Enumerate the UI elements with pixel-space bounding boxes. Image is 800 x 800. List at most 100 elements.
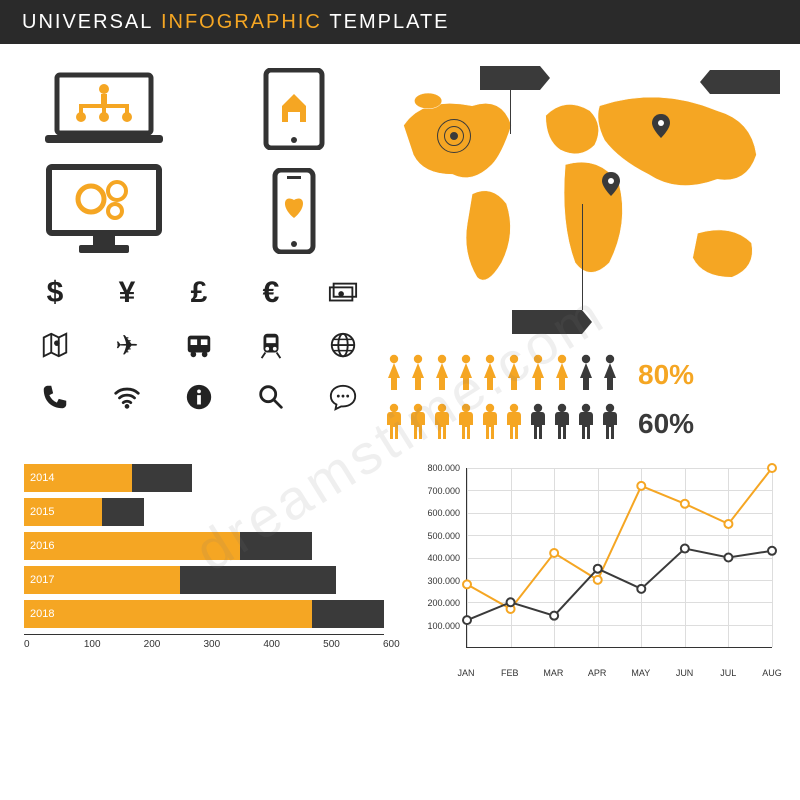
percentage-label: 60% xyxy=(638,408,694,440)
map-icon xyxy=(40,328,70,362)
data-point xyxy=(768,464,776,472)
data-point xyxy=(637,585,645,593)
y-tick-label: 500.000 xyxy=(414,531,460,541)
header-word-3: TEMPLATE xyxy=(329,11,449,34)
yen-icon: ¥ xyxy=(119,276,136,310)
x-tick-label: JUL xyxy=(720,668,736,678)
header-bar: UNIVERSAL INFOGRAPHIC TEMPLATE xyxy=(0,0,800,44)
x-tick-label: JAN xyxy=(457,668,474,678)
data-point xyxy=(507,598,515,606)
icon-grid: $ ¥ £ € ✈ xyxy=(24,276,374,414)
data-point xyxy=(724,520,732,528)
chat-icon xyxy=(328,380,358,414)
person-icon xyxy=(480,354,500,395)
x-tick-label: APR xyxy=(588,668,607,678)
plane-icon: ✈ xyxy=(115,328,138,362)
people-pictogram: 80% 60% xyxy=(384,354,776,444)
tablet-icon xyxy=(214,64,374,154)
map-flag xyxy=(710,70,780,94)
bar-segment-a xyxy=(24,600,312,628)
map-flag xyxy=(512,310,582,334)
people-row: 80% xyxy=(384,354,776,395)
data-point xyxy=(681,545,689,553)
y-tick-label: 100.000 xyxy=(414,621,460,631)
data-point xyxy=(550,549,558,557)
y-tick-label: 700.000 xyxy=(414,486,460,496)
data-point xyxy=(550,612,558,620)
person-icon xyxy=(576,403,596,444)
bar-x-axis: 0100200300400500600 xyxy=(24,634,384,650)
desktop-icon xyxy=(24,166,184,256)
person-icon xyxy=(456,403,476,444)
header-word-2: INFOGRAPHIC xyxy=(161,11,322,34)
person-icon xyxy=(504,354,524,395)
bus-icon xyxy=(184,328,214,362)
y-tick-label: 600.000 xyxy=(414,508,460,518)
person-icon xyxy=(600,354,620,395)
phone-icon xyxy=(214,166,374,256)
bar-label: 2018 xyxy=(30,608,54,620)
bar-segment-b xyxy=(240,532,312,560)
phone-handset-icon xyxy=(40,380,70,414)
person-icon xyxy=(384,403,404,444)
person-icon xyxy=(456,354,476,395)
data-point xyxy=(724,554,732,562)
person-icon xyxy=(384,354,404,395)
bar-segment-a xyxy=(24,532,240,560)
x-tick-label: MAY xyxy=(631,668,650,678)
bar-row: 2016 xyxy=(24,532,384,560)
bar-row: 2018 xyxy=(24,600,384,628)
plot-area xyxy=(466,468,772,648)
data-point xyxy=(681,500,689,508)
bar-segment-b xyxy=(312,600,384,628)
person-icon xyxy=(552,403,572,444)
map-pin-icon xyxy=(602,172,620,201)
person-icon xyxy=(528,354,548,395)
percentage-label: 80% xyxy=(638,359,694,391)
x-tick-label: AUG xyxy=(762,668,782,678)
person-icon xyxy=(408,354,428,395)
person-icon xyxy=(504,403,524,444)
euro-icon: € xyxy=(263,276,280,310)
globe-icon xyxy=(328,328,358,362)
x-tick-label: JUN xyxy=(676,668,694,678)
y-tick-label: 800.000 xyxy=(414,463,460,473)
world-map xyxy=(384,64,776,324)
bar-row: 2015 xyxy=(24,498,384,526)
header-word-1: UNIVERSAL xyxy=(22,11,153,34)
data-point xyxy=(463,580,471,588)
bar-row: 2014 xyxy=(24,464,384,492)
bar-chart: 2014 2015 2016 2017 2018 010020030040050… xyxy=(24,464,384,664)
data-point xyxy=(594,576,602,584)
person-icon xyxy=(432,354,452,395)
person-icon xyxy=(528,403,548,444)
bar-label: 2016 xyxy=(30,540,54,552)
y-tick-label: 300.000 xyxy=(414,576,460,586)
data-point xyxy=(594,565,602,573)
person-icon xyxy=(432,403,452,444)
search-icon xyxy=(256,380,286,414)
bar-label: 2017 xyxy=(30,574,54,586)
map-flag xyxy=(480,66,540,90)
y-tick-label: 400.000 xyxy=(414,553,460,563)
bar-segment-b xyxy=(132,464,192,492)
bar-segment-b xyxy=(180,566,336,594)
bar-row: 2017 xyxy=(24,566,384,594)
people-row: 60% xyxy=(384,403,776,444)
map-pin-icon xyxy=(652,114,670,143)
x-tick-label: MAR xyxy=(543,668,563,678)
bar-segment-b xyxy=(102,498,144,526)
x-tick-label: FEB xyxy=(501,668,519,678)
data-point xyxy=(463,616,471,624)
cash-icon xyxy=(328,276,358,310)
dollar-icon: $ xyxy=(47,276,64,310)
pound-icon: £ xyxy=(191,276,208,310)
person-icon xyxy=(600,403,620,444)
device-grid xyxy=(24,64,374,256)
bar-label: 2015 xyxy=(30,506,54,518)
person-icon xyxy=(408,403,428,444)
laptop-icon xyxy=(24,64,184,154)
train-icon xyxy=(256,328,286,362)
wifi-icon xyxy=(112,380,142,414)
y-tick-label: 200.000 xyxy=(414,598,460,608)
